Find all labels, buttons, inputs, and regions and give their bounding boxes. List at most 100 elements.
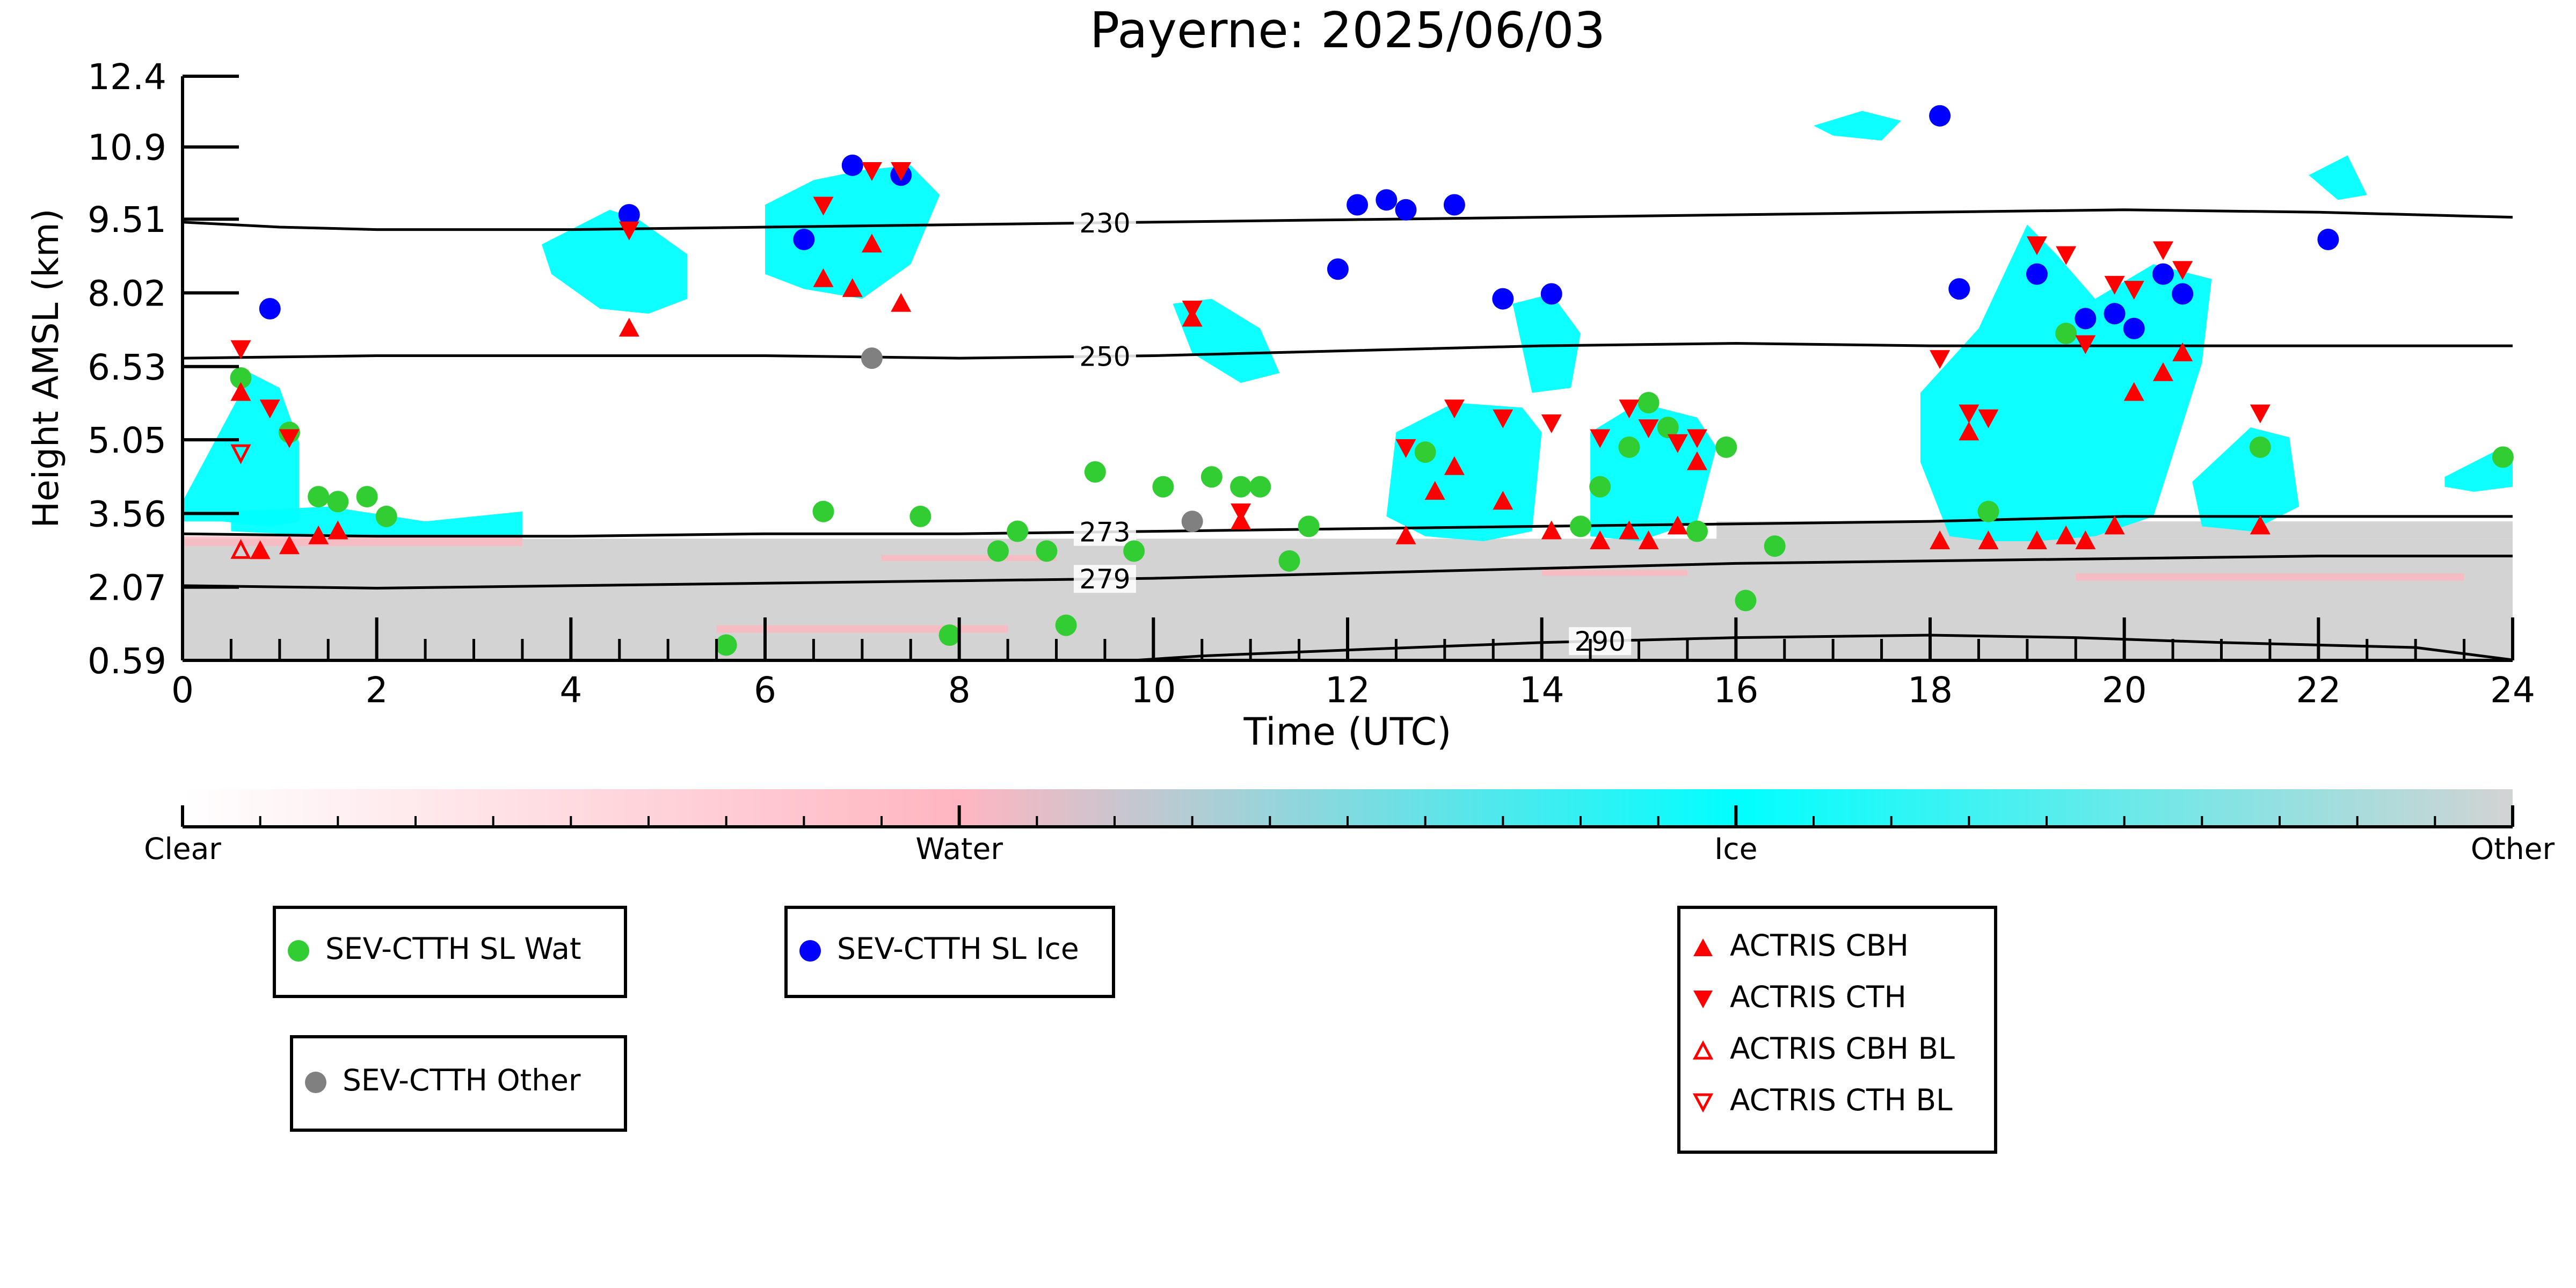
actris-cth-point [1444, 399, 1465, 419]
legend-label: SEV-CTTH SL Ice [837, 932, 1079, 966]
sev-ctth-sl-wat-point [1200, 466, 1222, 488]
sev-ctth-sl-wat-point [1007, 520, 1029, 542]
legend-label: ACTRIS CBH [1730, 928, 1909, 963]
phase-colorbar: Clear Water Ice Other [144, 789, 2555, 866]
colorbar-label-other: Other [2471, 832, 2555, 866]
actris-cbh-point [1493, 491, 1513, 510]
actris-cth-bl-point [230, 444, 251, 464]
legend-entry-actris-cbh-bl: ACTRIS CBH BL [1680, 1025, 1990, 1076]
sev-ctth-sl-ice-point [1376, 189, 1398, 211]
sev-ctth-sl-ice-point [259, 297, 281, 319]
sev-ctth-sl-wat-point [375, 505, 397, 527]
legend-sev-water: SEV-CTTH SL Wat [273, 906, 627, 998]
contour-label-230: 230 [1079, 208, 1130, 239]
sev-ctth-sl-ice-point [1443, 194, 1465, 216]
y-tick-label: 12.4 [88, 56, 166, 98]
ice-cloud-region [1173, 299, 1280, 383]
ice-cloud-region [1920, 224, 2212, 541]
legend-actris: ACTRIS CBH ACTRIS CTH ACTRIS CBH BL ACTR… [1677, 906, 1997, 1154]
x-tick-label: 16 [1713, 670, 1758, 711]
actris-cbh-point [1424, 481, 1445, 500]
y-tick-label: 6.53 [88, 347, 166, 388]
actris-cbh-point [1395, 525, 1416, 544]
actris-cbh-bl-point [230, 539, 251, 559]
sev-ctth-sl-wat-point [230, 367, 252, 389]
sev-ctth-sl-ice-point [2172, 283, 2194, 305]
y-tick-label: 3.56 [88, 493, 166, 535]
actris-cbh-point [2056, 525, 2077, 544]
legend-entry-sev-other: SEV-CTTH Other [293, 1057, 620, 1108]
ice-cloud-region [1814, 111, 1901, 141]
actris-cth-point [861, 162, 882, 181]
actris-cth-point [2056, 246, 2077, 265]
sev-ctth-sl-wat-point [1618, 436, 1640, 458]
actris-cbh-point [2172, 342, 2193, 361]
water-phase-patch [716, 625, 1008, 633]
sev-ctth-sl-wat-point [1123, 540, 1145, 562]
actris-cth-point [2153, 241, 2173, 260]
contour-label-bg [1073, 208, 1136, 237]
sev-ctth-other-point [861, 347, 883, 369]
legend-entry-actris-cth: ACTRIS CTH [1680, 973, 1990, 1025]
contour-line-273 [183, 515, 2513, 538]
sev-ctth-other-point [1181, 511, 1203, 533]
data-markers [230, 105, 2514, 656]
contour-label-bg [1569, 627, 1632, 656]
actris-cth-point [618, 221, 639, 241]
sev-ctth-sl-wat-point [327, 491, 349, 513]
sev-ctth-sl-ice-point [2104, 303, 2126, 325]
x-tick-label: 14 [1519, 670, 1564, 711]
x-tick-label: 10 [1131, 670, 1176, 711]
legend-sev-other: SEV-CTTH Other [290, 1035, 627, 1132]
ice-cloud-region [542, 209, 688, 314]
legend-label: ACTRIS CTH BL [1730, 1083, 1953, 1117]
sev-ctth-sl-ice-point [1327, 258, 1349, 280]
sev-ctth-sl-wat-point [1152, 476, 1174, 498]
sev-ctth-sl-ice-point [2026, 263, 2048, 285]
actris-cbh-point [2250, 515, 2271, 535]
legend-entry-actris-cth-bl: ACTRIS CTH BL [1680, 1076, 1990, 1128]
y-tick-label: 10.9 [88, 127, 166, 169]
sev-ctth-sl-wat-point [1657, 417, 1679, 439]
sev-ctth-sl-ice-point [2317, 229, 2339, 251]
y-tick-label: 8.02 [88, 273, 166, 315]
actris-cbh-point [308, 525, 329, 544]
triangle-up-icon [1693, 938, 1713, 956]
triangle-down-icon [1693, 991, 1713, 1008]
actris-cth-point [2123, 281, 2144, 300]
sev-ctth-sl-wat-point [2249, 436, 2271, 458]
x-tick-label: 22 [2296, 670, 2341, 711]
x-axis-label: Time (UTC) [1243, 710, 1452, 754]
ice-cloud-region [1512, 294, 1581, 393]
actris-cth-point [1590, 429, 1611, 448]
actris-cth-point [891, 162, 912, 181]
sev-ctth-sl-wat-point [987, 540, 1009, 562]
actris-cbh-point [2104, 515, 2125, 535]
actris-cbh-point [891, 293, 912, 312]
sev-ctth-sl-wat-point [1055, 614, 1077, 636]
legend-label: ACTRIS CBH BL [1730, 1031, 1955, 1066]
y-tick-label: 5.05 [88, 420, 166, 461]
legend-label: SEV-CTTH Other [343, 1063, 581, 1097]
y-tick-label: 9.51 [88, 199, 166, 241]
actris-cbh-point [230, 382, 251, 401]
contour-label-250: 250 [1079, 341, 1130, 373]
actris-cbh-point [2123, 382, 2144, 401]
sev-ctth-sl-ice-point [1929, 105, 1951, 127]
cloud-phase-field [183, 111, 2513, 541]
actris-cbh-point [1959, 421, 1980, 441]
contour-label-273: 273 [1079, 517, 1130, 548]
actris-cbh-point [1978, 530, 1999, 549]
sev-ctth-sl-wat-point [1230, 476, 1252, 498]
actris-cbh-point [1687, 451, 1707, 470]
sev-ctth-sl-wat-point [1570, 515, 1591, 537]
legend-label: SEV-CTTH SL Wat [325, 932, 581, 966]
legend-circle-green-icon [288, 940, 309, 962]
ice-cloud-region [765, 165, 940, 299]
actris-cth-point [1978, 409, 1999, 428]
x-tick-label: 4 [559, 670, 582, 711]
actris-cth-point [230, 340, 251, 359]
water-phase-patch [183, 536, 522, 547]
sev-ctth-sl-wat-point [1414, 441, 1436, 463]
